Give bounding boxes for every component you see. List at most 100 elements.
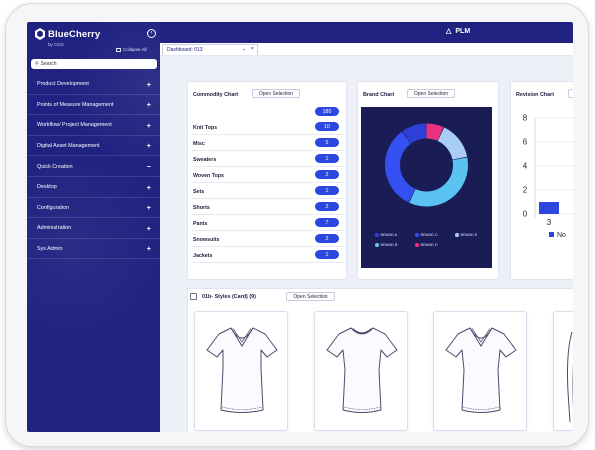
chevron-down-icon[interactable]: ⌄ (241, 46, 246, 52)
commodity-count-badge[interactable]: 1 (315, 250, 339, 259)
commodity-row[interactable]: Woven Tops 2 (191, 167, 343, 183)
expand-icon[interactable]: + (146, 141, 151, 151)
expand-icon[interactable]: + (146, 120, 151, 130)
commodity-row[interactable]: Misc 5 (191, 135, 343, 151)
commodity-label: Snowsuits (193, 237, 220, 243)
commodity-label: Woven Tops (193, 173, 224, 179)
y-tick-label: 4 (523, 162, 528, 171)
legend-swatch (549, 232, 554, 237)
open-selection-button[interactable]: Open Selection (407, 89, 455, 98)
commodity-row[interactable]: Pants 7 (191, 215, 343, 231)
commodity-row[interactable]: Shorts 2 (191, 199, 343, 215)
commodity-count-badge[interactable]: 1 (315, 186, 339, 195)
commodity-count-badge[interactable]: 2 (315, 170, 339, 179)
style-card-crew-neck-tshirt[interactable] (314, 311, 408, 431)
legend-item[interactable]: BRAND A (375, 233, 397, 237)
sidebar-item-points-of-measure-management[interactable]: Points of Measure Management + (27, 95, 160, 116)
collapse-all-button[interactable]: Collapse All (116, 47, 147, 52)
commodity-row[interactable]: Sets 1 (191, 183, 343, 199)
style-card-v-neck-fitted-tshirt[interactable] (433, 311, 527, 431)
expand-icon[interactable]: + (146, 100, 151, 110)
sidebar-item-label: Points of Measure Management (37, 101, 114, 108)
tshirt-image (326, 327, 398, 413)
commodity-row[interactable]: Sweaters 1 (191, 151, 343, 167)
app-title: △ PLM (446, 27, 470, 36)
expand-icon[interactable]: + (146, 79, 151, 89)
commodity-count-badge[interactable]: 10 (315, 122, 339, 131)
revision-bar-chart: 8 6 4 2 0 3 No (523, 114, 573, 239)
tshirt-image (445, 327, 517, 413)
sidebar-item-workflow-project-management[interactable]: Workflow/ Project Management + (27, 115, 160, 136)
legend-item[interactable]: BRAND C (415, 233, 438, 237)
commodity-list: Knit Tops 10 Misc 5 Sweaters 1 Woven Tops 2 Sets… (191, 119, 343, 263)
commodity-count-badge[interactable]: 5 (315, 138, 339, 147)
brand-name: BlueCherry (48, 28, 101, 40)
donut-slice-brand-d[interactable] (385, 123, 468, 207)
legend-item[interactable]: BRAND E (455, 233, 477, 237)
sidebar-item-desktop[interactable]: Desktop + (27, 177, 160, 198)
sidebar-item-administration[interactable]: Administration + (27, 218, 160, 239)
commodity-count-badge[interactable]: 1 (315, 154, 339, 163)
y-tick-label: 6 (523, 138, 528, 147)
y-tick-label: 2 (523, 186, 528, 195)
legend-label: BRAND D (420, 243, 438, 247)
commodity-row[interactable]: Knit Tops 10 (191, 119, 343, 135)
sidebar-item-configuration[interactable]: Configuration + (27, 198, 160, 219)
commodity-count-badge[interactable]: 2 (315, 202, 339, 211)
sidebar-item-label: Digital Asset Management (37, 143, 100, 150)
expand-icon[interactable]: + (146, 182, 151, 192)
garment-image (567, 331, 573, 423)
commodity-count-badge[interactable]: 7 (315, 218, 339, 227)
search-placeholder: Search (40, 61, 57, 67)
collapse-sidebar-button[interactable]: ‹ (147, 29, 156, 38)
commodity-total-badge[interactable]: 180 (315, 107, 339, 116)
brand-chart-card: Brand Chart Open Selection BRAND A BRAND … (357, 81, 499, 280)
commodity-label: Jackets (193, 253, 213, 259)
collapse-icon[interactable]: − (146, 161, 151, 171)
sidebar-item-digital-asset-management[interactable]: Digital Asset Management + (27, 136, 160, 157)
sidebar-item-label: Workflow/ Project Management (37, 122, 112, 129)
sidebar-item-label: Quick Creation (37, 163, 73, 170)
expand-icon[interactable]: + (146, 244, 151, 254)
sidebar-item-quick-creation[interactable]: Quick Creation − (27, 156, 160, 177)
sidebar-item-label: Sys Admin (37, 246, 63, 253)
legend-label: BRAND B (380, 243, 398, 247)
legend-swatch (415, 233, 419, 237)
revision-bar[interactable] (539, 202, 559, 214)
commodity-row[interactable]: Jackets 1 (191, 247, 343, 263)
legend-label: BRAND E (460, 233, 478, 237)
legend-label: BRAND C (420, 233, 438, 237)
revision-chart-card: Revision Chart 8 6 4 2 0 3 No (510, 81, 573, 280)
sidebar-item-product-development[interactable]: Product Development + (27, 74, 160, 95)
commodity-label: Misc (193, 141, 205, 147)
search-icon: ⚲ (35, 61, 39, 67)
tablet-frame: BlueCherry by CGS ‹ Collapse All ⚲ Searc… (6, 4, 588, 446)
legend-item[interactable]: BRAND D (415, 243, 438, 247)
legend-swatch (455, 233, 459, 237)
open-selection-button[interactable] (568, 89, 573, 98)
expand-icon[interactable]: + (146, 203, 151, 213)
sidebar-nav: Product Development + Points of Measure Ma… (27, 74, 160, 259)
tshirt-image (206, 327, 278, 413)
brand-donut-chart (385, 123, 468, 207)
donut-slice-brand-c[interactable] (385, 123, 468, 207)
commodity-row[interactable]: Snowsuits 2 (191, 231, 343, 247)
legend-item[interactable]: BRAND B (375, 243, 397, 247)
commodity-count-badge[interactable]: 2 (315, 234, 339, 243)
style-card-v-neck-tshirt[interactable] (194, 311, 288, 431)
select-all-checkbox[interactable] (190, 293, 197, 300)
sidebar-item-sys-admin[interactable]: Sys Admin + (27, 239, 160, 260)
search-input[interactable]: ⚲ Search (31, 59, 157, 69)
close-icon[interactable]: × (250, 46, 254, 52)
donut-slice-brand-b[interactable] (385, 123, 468, 207)
commodity-chart-title: Commodity Chart (193, 92, 239, 98)
open-selection-button[interactable]: Open Selection (286, 292, 335, 301)
open-selection-button[interactable]: Open Selection (252, 89, 300, 98)
sidebar-item-label: Administration (37, 225, 72, 232)
style-card-partial[interactable] (553, 311, 573, 431)
expand-icon[interactable]: + (146, 223, 151, 233)
sidebar-item-label: Desktop (37, 184, 57, 191)
tab-bar: Dashboard: 013 ⌄ × (160, 43, 573, 56)
revision-chart-title: Revision Chart (516, 92, 555, 98)
tab-dashboard[interactable]: Dashboard: 013 ⌄ × (162, 44, 258, 55)
